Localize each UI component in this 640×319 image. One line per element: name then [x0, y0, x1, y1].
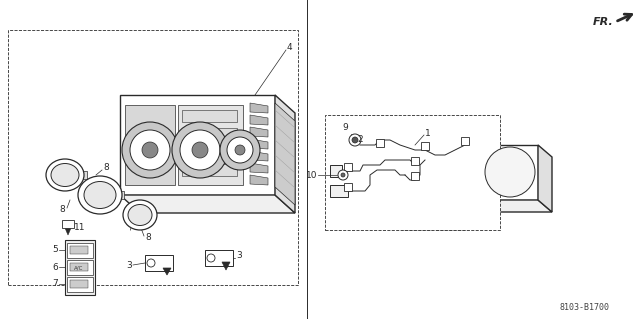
Circle shape	[338, 170, 348, 180]
Ellipse shape	[123, 200, 157, 230]
Text: 3: 3	[126, 261, 132, 270]
Ellipse shape	[46, 159, 84, 191]
Text: 3: 3	[236, 250, 242, 259]
Polygon shape	[120, 195, 295, 213]
Polygon shape	[250, 139, 268, 149]
Text: 4: 4	[287, 43, 292, 53]
Text: 10: 10	[305, 170, 317, 180]
Polygon shape	[250, 151, 268, 161]
Circle shape	[142, 142, 158, 158]
Bar	[79, 171, 87, 179]
Polygon shape	[250, 115, 268, 125]
Polygon shape	[65, 240, 95, 295]
Ellipse shape	[51, 164, 79, 187]
Bar	[461, 137, 469, 145]
Polygon shape	[428, 200, 458, 222]
Text: A/C: A/C	[74, 265, 84, 271]
Circle shape	[341, 173, 345, 177]
Polygon shape	[395, 200, 425, 222]
Bar	[116, 191, 124, 199]
Text: FR.: FR.	[593, 17, 614, 27]
Text: 2: 2	[357, 136, 363, 145]
Polygon shape	[120, 95, 275, 195]
Bar	[67, 243, 93, 258]
Ellipse shape	[128, 204, 152, 226]
Bar	[330, 165, 342, 177]
Bar	[182, 164, 237, 176]
Bar	[70, 280, 88, 288]
Circle shape	[180, 130, 220, 170]
Text: 8: 8	[145, 234, 151, 242]
Polygon shape	[465, 135, 483, 215]
Polygon shape	[395, 222, 433, 230]
Polygon shape	[125, 105, 175, 185]
Ellipse shape	[78, 176, 122, 214]
Polygon shape	[390, 200, 483, 215]
Polygon shape	[275, 103, 295, 205]
Circle shape	[147, 259, 155, 267]
Circle shape	[220, 130, 260, 170]
Circle shape	[122, 122, 178, 178]
Polygon shape	[275, 95, 295, 213]
Circle shape	[172, 122, 228, 178]
Circle shape	[227, 137, 253, 163]
Polygon shape	[250, 103, 268, 113]
Polygon shape	[483, 200, 552, 212]
Bar	[325, 115, 500, 230]
Bar	[330, 185, 348, 197]
Circle shape	[192, 142, 208, 158]
Bar	[376, 139, 384, 147]
Circle shape	[235, 145, 245, 155]
Bar	[8, 30, 298, 285]
Text: 5: 5	[52, 246, 58, 255]
Ellipse shape	[84, 182, 116, 209]
Polygon shape	[458, 200, 466, 230]
Bar	[411, 172, 419, 180]
Bar	[70, 263, 88, 271]
Bar	[178, 105, 243, 185]
Bar	[182, 128, 237, 140]
Polygon shape	[65, 228, 71, 235]
Polygon shape	[483, 145, 538, 200]
Polygon shape	[428, 222, 466, 230]
Bar	[145, 255, 173, 271]
Polygon shape	[250, 163, 268, 173]
Text: 8103-B1700: 8103-B1700	[560, 302, 610, 311]
Bar	[421, 142, 429, 150]
Bar	[67, 277, 93, 292]
Bar	[67, 260, 93, 275]
Circle shape	[130, 130, 170, 170]
Polygon shape	[425, 200, 433, 230]
Text: 7: 7	[52, 279, 58, 288]
Bar	[70, 246, 88, 254]
Bar	[344, 183, 352, 191]
Text: 1: 1	[425, 129, 431, 137]
Bar	[411, 157, 419, 165]
Text: 6: 6	[52, 263, 58, 271]
Bar	[182, 146, 237, 158]
Text: 8: 8	[103, 164, 109, 173]
Polygon shape	[250, 175, 268, 185]
Bar	[62, 220, 74, 228]
Text: 11: 11	[74, 224, 86, 233]
Polygon shape	[163, 268, 171, 275]
Ellipse shape	[485, 147, 535, 197]
Circle shape	[207, 254, 215, 262]
Bar	[182, 110, 237, 122]
Circle shape	[352, 137, 358, 143]
Bar	[344, 163, 352, 171]
Text: 9: 9	[342, 123, 348, 132]
Circle shape	[349, 134, 361, 146]
Text: 8: 8	[60, 205, 65, 214]
Polygon shape	[390, 135, 465, 200]
Polygon shape	[222, 262, 230, 270]
Polygon shape	[250, 127, 268, 137]
Polygon shape	[538, 145, 552, 212]
Bar	[205, 250, 233, 266]
